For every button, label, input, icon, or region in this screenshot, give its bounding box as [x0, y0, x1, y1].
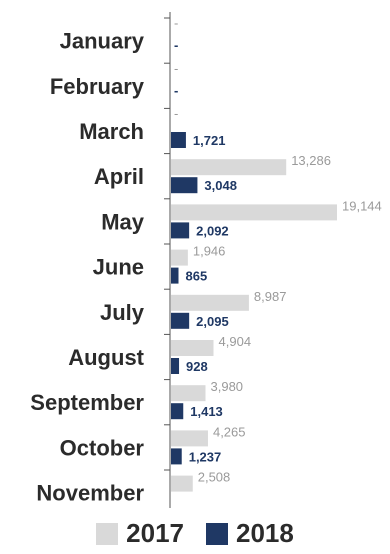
category-label-january: January: [60, 29, 145, 54]
category-label-september: September: [30, 390, 144, 415]
legend-item-2017: 2017: [96, 518, 184, 549]
data-label-2018-august: 928: [186, 359, 208, 374]
bar-2017-may: [171, 204, 337, 221]
data-label-2017-april: 13,286: [291, 153, 331, 168]
category-label-august: August: [68, 345, 144, 370]
category-label-february: February: [50, 74, 145, 99]
bar-2018-june: [171, 267, 179, 284]
data-label-2018-september: 1,413: [190, 404, 223, 419]
bar-2018-august: [171, 358, 180, 374]
bar-2017-october: [171, 430, 208, 447]
data-label-2017-august: 4,904: [219, 334, 252, 349]
bar-2018-may: [171, 222, 190, 239]
data-label-2018-march: 1,721: [193, 133, 226, 148]
data-label-2017-october: 4,265: [213, 424, 246, 439]
data-label-2018-february: -: [174, 83, 178, 98]
bar-2018-july: [171, 312, 190, 329]
category-label-november: November: [36, 481, 144, 506]
data-label-2018-july: 2,095: [196, 314, 229, 329]
legend-swatch-2018: [206, 522, 228, 545]
legend: 2017 2018: [0, 518, 390, 549]
category-label-april: April: [94, 164, 144, 189]
bar-2018-march: [171, 132, 186, 148]
data-label-2018-june: 865: [186, 269, 208, 284]
bar-2017-july: [171, 294, 249, 311]
bar-chart: January--February--March-1,721April13,28…: [30, 12, 382, 508]
data-label-2018-october: 1,237: [189, 449, 222, 464]
category-label-october: October: [60, 435, 145, 460]
data-label-2017-june: 1,946: [193, 244, 226, 259]
bar-2017-september: [171, 385, 206, 402]
category-label-july: July: [100, 300, 145, 325]
legend-swatch-2017: [96, 522, 119, 545]
data-label-2017-september: 3,980: [211, 379, 244, 394]
category-label-june: June: [93, 255, 144, 280]
bar-2017-august: [171, 340, 214, 356]
data-label-2017-january: -: [174, 16, 178, 31]
data-label-2018-january: -: [174, 38, 178, 53]
bar-2017-june: [171, 249, 188, 266]
data-label-2017-november: 2,508: [198, 470, 231, 485]
legend-label-2017: 2017: [126, 518, 184, 548]
data-label-2017-february: -: [174, 61, 178, 76]
data-label-2017-may: 19,144: [342, 198, 382, 213]
data-label-2018-may: 2,092: [196, 223, 229, 238]
category-label-march: March: [79, 119, 144, 144]
bar-2017-april: [171, 159, 287, 176]
bar-2018-september: [171, 403, 184, 420]
data-label-2018-april: 3,048: [204, 178, 237, 193]
data-label-2017-july: 8,987: [254, 289, 287, 304]
legend-label-2018: 2018: [236, 518, 294, 548]
legend-item-2018: 2018: [206, 518, 294, 549]
bar-2018-april: [171, 177, 198, 194]
category-label-may: May: [101, 209, 145, 234]
data-label-2017-march: -: [174, 106, 178, 121]
bar-2018-october: [171, 448, 182, 465]
bar-2017-november: [171, 475, 193, 492]
